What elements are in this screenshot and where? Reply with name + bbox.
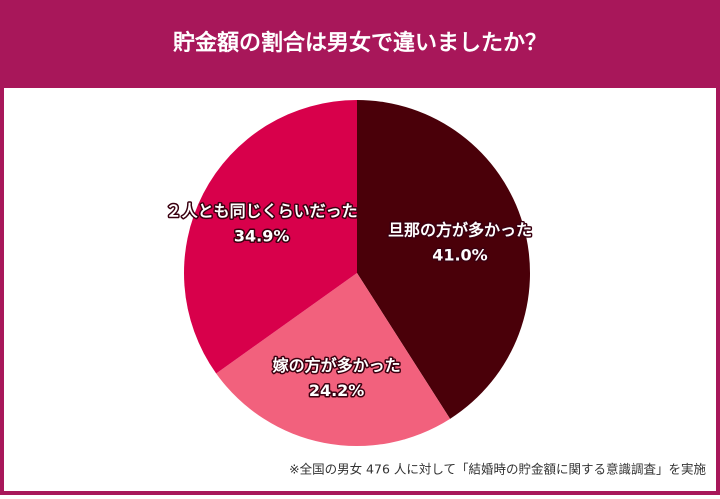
pie-slice: [216, 273, 451, 446]
chart-title: 貯金額の割合は男女で違いましたか？: [173, 30, 547, 56]
pie-slice: [184, 99, 357, 374]
pie-slice: [357, 100, 530, 419]
slice-category-label: 旦那の方が多かった: [388, 220, 532, 239]
pie: [184, 99, 530, 446]
slice-value-label: 24.2%: [309, 381, 365, 400]
slice-category-label: 嫁の方が多かった: [272, 356, 401, 375]
slice-value-label: 41.0%: [432, 245, 488, 264]
slice-value-label: 34.9%: [234, 226, 290, 245]
slice-category-label: ２人とも同じくらいだった: [166, 201, 358, 220]
footnote: ※全国の男女 476 人に対して「結婚時の貯金額に関する意識調査」を実施: [289, 462, 706, 477]
